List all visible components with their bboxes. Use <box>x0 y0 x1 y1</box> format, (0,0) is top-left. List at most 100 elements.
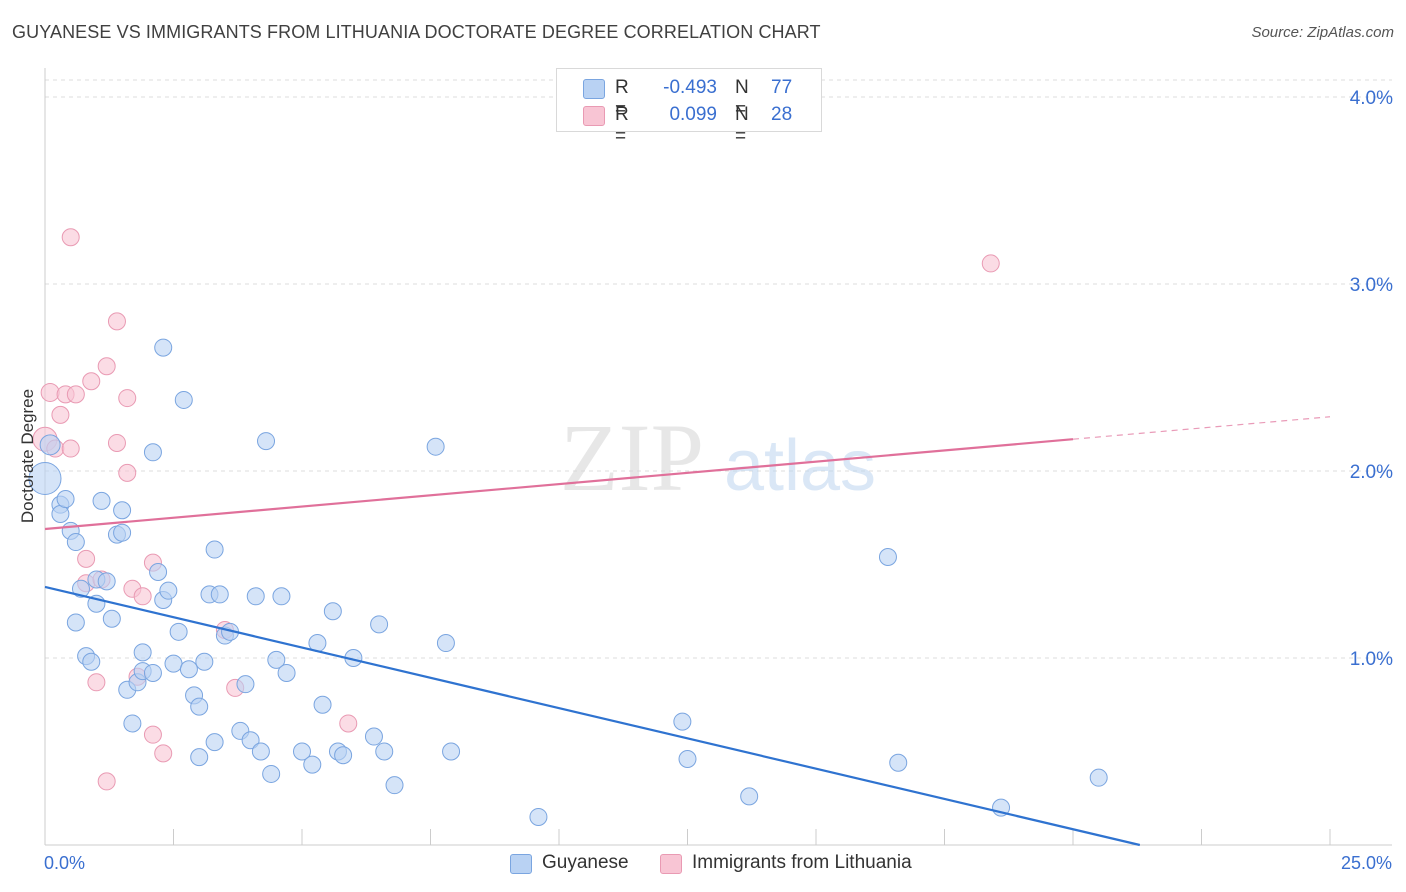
y-tick-label: 3.0% <box>1350 275 1393 296</box>
legend-label: Guyanese <box>542 852 629 873</box>
legend-swatch-pink <box>660 854 682 874</box>
guyanese-point <box>1089 768 1108 787</box>
lithuania-point <box>981 254 1000 273</box>
r-value: -0.493 <box>663 77 717 98</box>
guyanese-point <box>133 643 152 662</box>
y-tick-label: 4.0% <box>1350 88 1393 109</box>
guyanese-point <box>169 622 188 641</box>
guyanese-point <box>241 731 260 750</box>
guyanese-point <box>28 461 62 495</box>
axes <box>44 68 1392 846</box>
guyanese-point <box>426 437 445 456</box>
guyanese-point <box>159 581 178 600</box>
guyanese-point <box>878 548 897 567</box>
n-label: N = <box>735 104 749 147</box>
series-guyanese <box>28 338 1108 826</box>
guyanese-point <box>293 742 311 761</box>
guyanese-point <box>246 587 265 606</box>
guyanese-point <box>205 540 224 559</box>
y-tick-labels: 1.0% 2.0% 3.0% 4.0% <box>1350 88 1393 670</box>
guyanese-point <box>154 338 173 357</box>
lithuania-trend-extension <box>1072 416 1331 440</box>
guyanese-point <box>262 764 281 783</box>
r-value: 0.099 <box>669 104 717 125</box>
guyanese-point <box>66 533 85 552</box>
guyanese-point <box>251 742 270 761</box>
guyanese-point <box>889 753 908 772</box>
r-label: R = <box>615 77 629 120</box>
y-tick-label: 1.0% <box>1350 649 1393 670</box>
watermark-atlas: atlas <box>724 426 876 506</box>
guyanese-point <box>195 652 214 671</box>
lithuania-point <box>61 228 80 247</box>
n-value: 77 <box>771 77 793 98</box>
guyanese-point <box>370 615 389 634</box>
guyanese-point <box>210 585 229 604</box>
lithuania-point <box>77 549 96 568</box>
guyanese-point <box>267 650 286 669</box>
guyanese-point <box>272 587 291 606</box>
n-label: N = <box>735 77 749 120</box>
guyanese-point <box>190 748 209 767</box>
lithuania-point <box>82 372 101 391</box>
chart-title: GUYANESE VS IMMIGRANTS FROM LITHUANIA DO… <box>12 22 821 42</box>
guyanese-point <box>56 490 75 509</box>
guyanese-point <box>92 491 111 510</box>
lithuania-point <box>97 772 116 791</box>
y-axis-label: Doctorate Degree <box>18 388 37 524</box>
guyanese-point <box>436 634 455 653</box>
lithuania-point <box>339 714 358 733</box>
guyanese-point <box>375 742 394 761</box>
guyanese-point <box>102 609 121 628</box>
x-tick-label-max: 25.0% <box>1340 853 1392 873</box>
guyanese-point <box>257 432 276 451</box>
guyanese-point <box>174 390 193 409</box>
lithuania-trend-line <box>44 438 1074 531</box>
guyanese-point <box>529 807 548 826</box>
y-tick-label: 2.0% <box>1350 462 1393 483</box>
watermark-zip: ZIP <box>560 404 704 511</box>
guyanese-point <box>71 579 90 598</box>
guyanese-point <box>303 755 322 774</box>
watermark: ZIP atlas <box>560 404 876 511</box>
lithuania-point <box>133 587 152 606</box>
guyanese-point <box>149 562 168 581</box>
series-immigrants-from-lithuania <box>32 228 1000 791</box>
lithuania-point <box>143 725 162 744</box>
guyanese-point <box>97 572 116 591</box>
guyanese-point <box>143 443 162 462</box>
guyanese-point <box>205 733 224 752</box>
x-tick-label-min: 0.0% <box>44 853 86 873</box>
lithuania-point <box>61 439 80 458</box>
lithuania-point <box>87 673 106 692</box>
guyanese-point <box>385 776 404 795</box>
guyanese-point <box>236 675 255 694</box>
guyanese-point <box>113 501 132 520</box>
guyanese-point <box>442 742 461 761</box>
guyanese-point <box>678 749 697 768</box>
guyanese-point <box>66 613 85 632</box>
lithuania-point <box>40 382 60 402</box>
n-value: 28 <box>771 104 793 125</box>
guyanese-point <box>82 652 101 671</box>
source-label: Source: ZipAtlas.com <box>1251 24 1394 41</box>
guyanese-point <box>51 505 70 524</box>
r-label: R = <box>615 104 629 147</box>
guyanese-point <box>179 660 198 679</box>
guyanese-point <box>113 523 132 542</box>
legend-swatch-pink <box>583 106 605 126</box>
guyanese-point <box>313 695 332 714</box>
legend-swatch-blue <box>583 79 605 99</box>
guyanese-trend-line <box>44 585 1141 847</box>
guyanese-point <box>364 727 383 746</box>
guyanese-point <box>740 787 759 806</box>
lithuania-point <box>107 312 126 331</box>
guyanese-point <box>323 602 342 621</box>
guyanese-point <box>123 714 142 733</box>
guyanese-point <box>39 434 61 456</box>
trend-lines <box>44 416 1331 847</box>
lithuania-point <box>154 744 173 763</box>
guyanese-point <box>190 697 209 716</box>
lithuania-point <box>118 463 137 482</box>
guyanese-point <box>143 663 162 682</box>
